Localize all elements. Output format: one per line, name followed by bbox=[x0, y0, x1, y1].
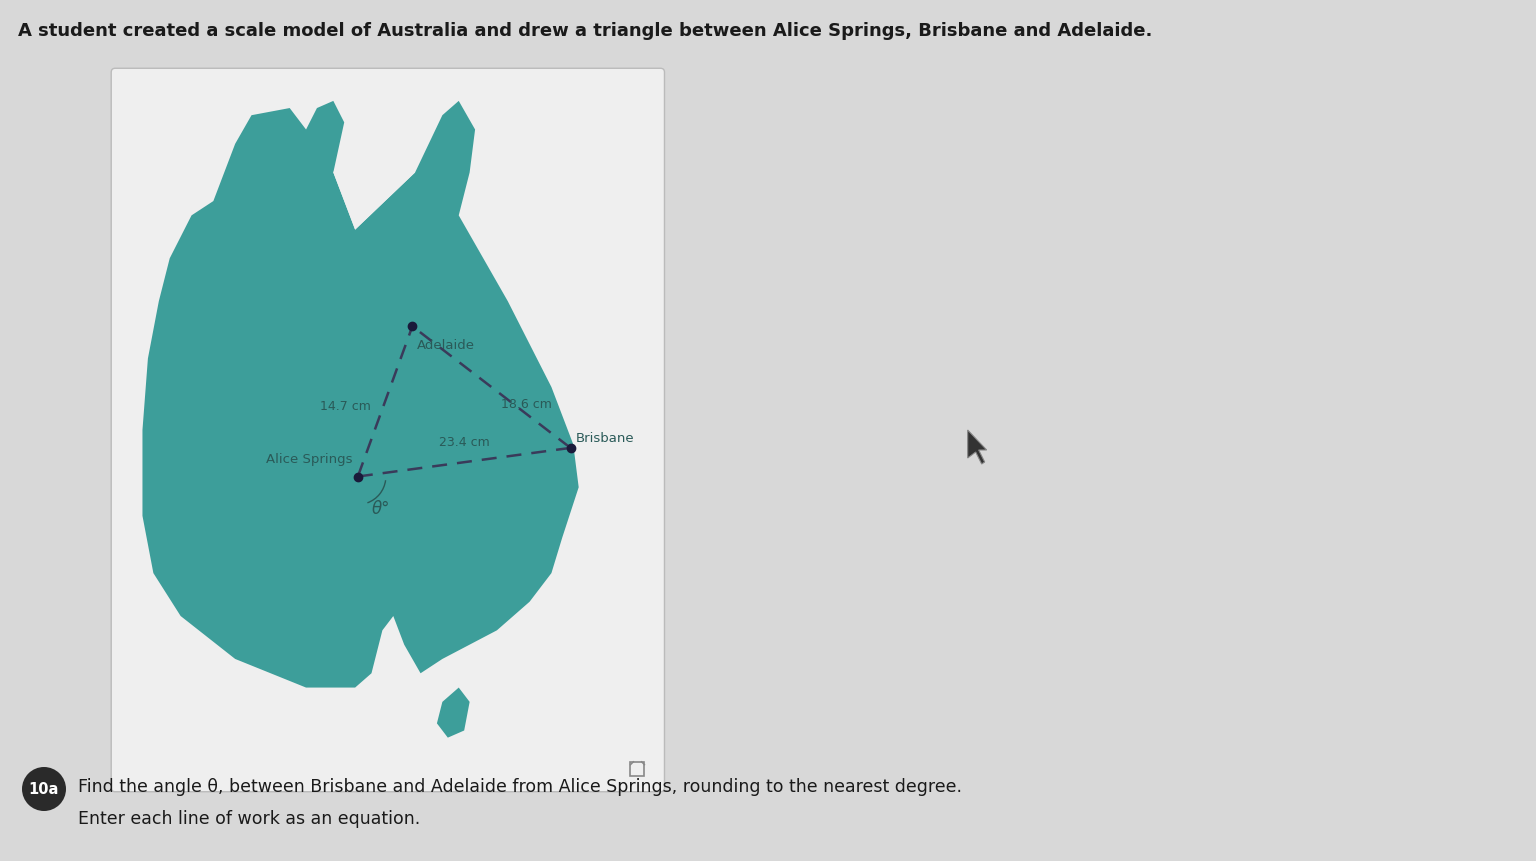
Text: 23.4 cm: 23.4 cm bbox=[439, 436, 490, 449]
Text: Brisbane: Brisbane bbox=[576, 431, 634, 444]
Text: A student created a scale model of Australia and drew a triangle between Alice S: A student created a scale model of Austr… bbox=[18, 22, 1152, 40]
Circle shape bbox=[22, 767, 66, 811]
Polygon shape bbox=[333, 130, 415, 231]
Polygon shape bbox=[436, 688, 470, 738]
Text: Alice Springs: Alice Springs bbox=[266, 452, 353, 465]
Polygon shape bbox=[968, 430, 986, 464]
Polygon shape bbox=[143, 102, 579, 688]
Text: Find the angle θ, between Brisbane and Adelaide from Alice Springs, rounding to : Find the angle θ, between Brisbane and A… bbox=[78, 777, 962, 795]
FancyBboxPatch shape bbox=[111, 69, 665, 792]
Text: Adelaide: Adelaide bbox=[418, 339, 475, 352]
Text: 10a: 10a bbox=[29, 782, 60, 796]
Text: 14.7 cm: 14.7 cm bbox=[319, 400, 372, 412]
Text: θ°: θ° bbox=[372, 499, 390, 517]
Text: Enter each line of work as an equation.: Enter each line of work as an equation. bbox=[78, 809, 421, 827]
Text: 18.6 cm: 18.6 cm bbox=[501, 398, 553, 411]
